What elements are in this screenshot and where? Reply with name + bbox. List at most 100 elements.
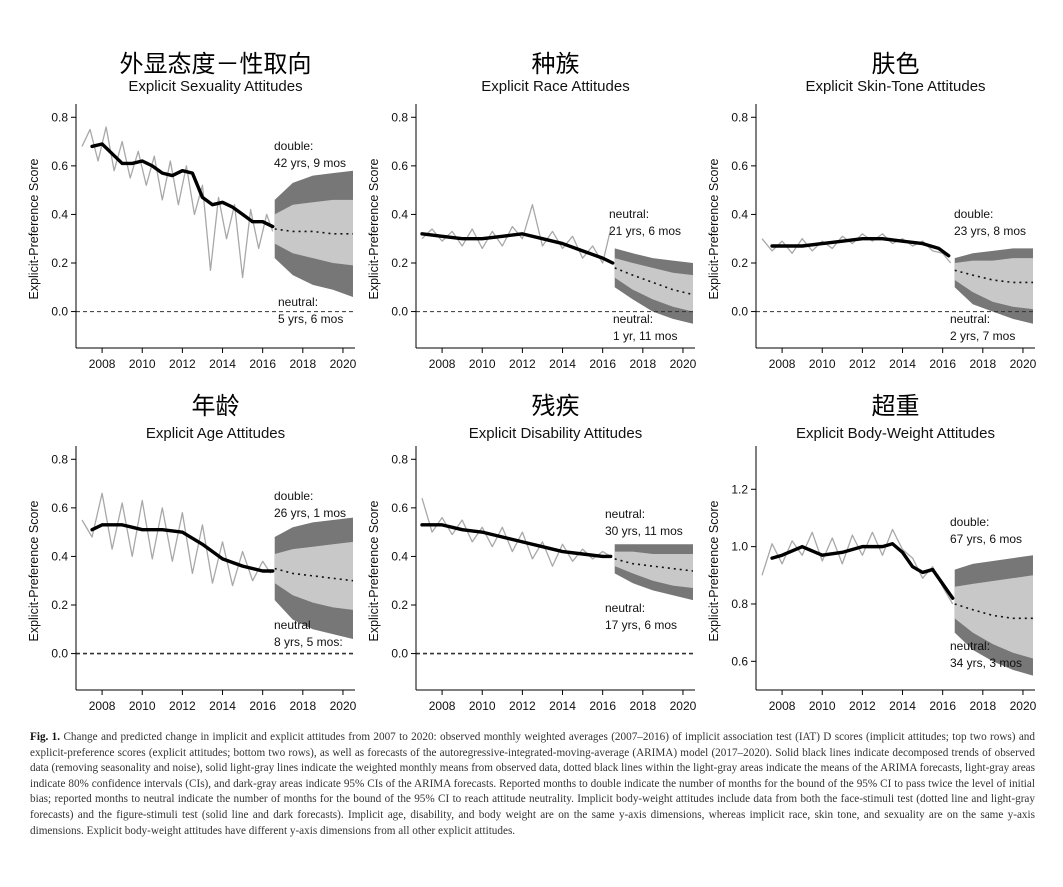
x-tick-label: 2014 <box>889 357 916 371</box>
y-axis-label: Explicit-Preference Score <box>707 158 721 299</box>
annotation: neutral 8 yrs, 5 mos: <box>274 618 343 649</box>
forecast-mean-line <box>274 228 353 235</box>
y-tick-label: 0.0 <box>51 305 68 319</box>
chart-title: Explicit Sexuality Attitudes <box>128 78 302 95</box>
x-tick-label: 2016 <box>249 699 276 713</box>
x-tick-label: 2010 <box>469 699 496 713</box>
annotation-line: double: <box>950 515 989 529</box>
chart-title: Explicit Skin-Tone Attitudes <box>805 78 985 95</box>
chart-title: Explicit Age Attitudes <box>146 425 285 442</box>
chart-panel-5: 残疾 Explicit Disability Attitudes 0.0 0.2 0.4… <box>367 392 697 713</box>
x-tick-label: 2020 <box>1010 357 1037 371</box>
y-tick-label: 0.0 <box>391 305 408 319</box>
annotation-line: neutral: <box>278 295 318 309</box>
x-tick-label: 2008 <box>429 357 456 371</box>
y-tick-label: 0.4 <box>51 549 68 563</box>
y-tick-label: 0.4 <box>391 207 408 221</box>
y-tick-label: 0.2 <box>391 256 408 270</box>
x-tick-label: 2020 <box>330 357 357 371</box>
annotation-line: neutral: <box>950 312 990 326</box>
annotation: neutral: 21 yrs, 6 mos <box>609 207 681 238</box>
annotation-line: neutral: <box>613 312 653 326</box>
y-tick-label: 0.8 <box>391 110 408 124</box>
x-tick-label: 2012 <box>169 357 196 371</box>
annotation-line: 23 yrs, 8 mos <box>954 224 1026 238</box>
x-tick-label: 2008 <box>769 357 796 371</box>
caption-text: Change and predicted change in implicit … <box>30 731 1035 837</box>
annotation-line: neutral <box>274 618 311 632</box>
forecast-ci80-band <box>274 199 353 266</box>
x-tick-label: 2020 <box>670 699 697 713</box>
chart-panel-6: 超重 Explicit Body-Weight Attitudes 0.6 0.8 1.… <box>707 392 1037 713</box>
annotation-line: 42 yrs, 9 mos <box>274 156 346 170</box>
x-tick-label: 2010 <box>129 699 156 713</box>
trend-line <box>420 232 615 265</box>
annotation-line: neutral: <box>950 639 990 653</box>
x-tick-label: 2010 <box>809 357 836 371</box>
annotation: neutral: 2 yrs, 7 mos <box>950 312 1015 343</box>
y-tick-label: 1.0 <box>731 540 748 554</box>
x-tick-label: 2016 <box>249 357 276 371</box>
y-tick-label: 0.0 <box>391 647 408 661</box>
y-tick-label: 1.2 <box>731 482 748 496</box>
x-tick-label: 2018 <box>289 357 316 371</box>
x-tick-label: 2012 <box>849 357 876 371</box>
y-tick-label: 0.0 <box>51 647 68 661</box>
x-tick-label: 2010 <box>129 357 156 371</box>
x-tick-label: 2016 <box>929 699 956 713</box>
y-tick-label: 0.6 <box>731 159 748 173</box>
y-axis-label: Explicit-Preference Score <box>367 158 381 299</box>
y-tick-label: 0.4 <box>51 207 68 221</box>
trend-line <box>770 542 955 600</box>
x-tick-label: 2008 <box>429 699 456 713</box>
x-tick-label: 2008 <box>769 699 796 713</box>
chart-title: Explicit Disability Attitudes <box>469 425 642 442</box>
annotation-line: 1 yr, 11 mos <box>613 329 677 343</box>
monthly-mean-line <box>81 126 274 279</box>
y-tick-label: 0.6 <box>391 159 408 173</box>
trend-line <box>420 523 613 559</box>
annotation-line: 21 yrs, 6 mos <box>609 224 681 238</box>
x-tick-label: 2012 <box>509 357 536 371</box>
x-tick-label: 2018 <box>969 699 996 713</box>
y-tick-label: 0.2 <box>51 598 68 612</box>
annotation: double: 67 yrs, 6 mos <box>950 515 1022 546</box>
x-tick-label: 2016 <box>589 357 616 371</box>
annotation-line: 26 yrs, 1 mos <box>274 506 346 520</box>
annotation-line: 5 yrs, 6 mos <box>278 312 343 326</box>
y-axis-label: Explicit-Preference Score <box>707 500 721 641</box>
x-tick-label: 2020 <box>330 699 357 713</box>
forecast-ci80-band <box>954 575 1033 659</box>
annotation: neutral: 5 yrs, 6 mos <box>278 295 343 326</box>
y-tick-label: 0.8 <box>51 452 68 466</box>
chart-cn-title: 超重 <box>872 392 920 420</box>
monthly-mean-line <box>81 492 272 587</box>
y-tick-label: 0.6 <box>731 654 748 668</box>
x-tick-label: 2020 <box>1010 699 1037 713</box>
forecast-mean-line <box>274 567 354 582</box>
annotation-line: 34 yrs, 3 mos <box>950 656 1022 670</box>
annotation: neutral: 34 yrs, 3 mos <box>950 639 1022 670</box>
y-tick-label: 0.8 <box>731 110 748 124</box>
trend-line <box>770 237 951 258</box>
y-tick-label: 0.8 <box>51 110 68 124</box>
annotation-line: double: <box>954 207 993 221</box>
x-tick-label: 2012 <box>509 699 536 713</box>
y-axis-label: Explicit-Preference Score <box>367 500 381 641</box>
y-tick-label: 0.0 <box>731 305 748 319</box>
x-tick-label: 2014 <box>209 699 236 713</box>
annotation-line: neutral: <box>609 207 649 221</box>
annotation-line: neutral: <box>605 601 645 615</box>
annotation-line: 30 yrs, 11 mos <box>605 524 683 538</box>
figure-caption: Fig. 1. Change and predicted change in i… <box>30 730 1035 839</box>
x-tick-label: 2016 <box>589 699 616 713</box>
forecast-mean-line <box>954 603 1033 620</box>
forecast-mean-line <box>614 267 694 296</box>
x-tick-label: 2018 <box>629 357 656 371</box>
x-tick-label: 2012 <box>849 699 876 713</box>
forecast-ci80-band <box>614 551 693 588</box>
y-tick-label: 0.2 <box>391 598 408 612</box>
